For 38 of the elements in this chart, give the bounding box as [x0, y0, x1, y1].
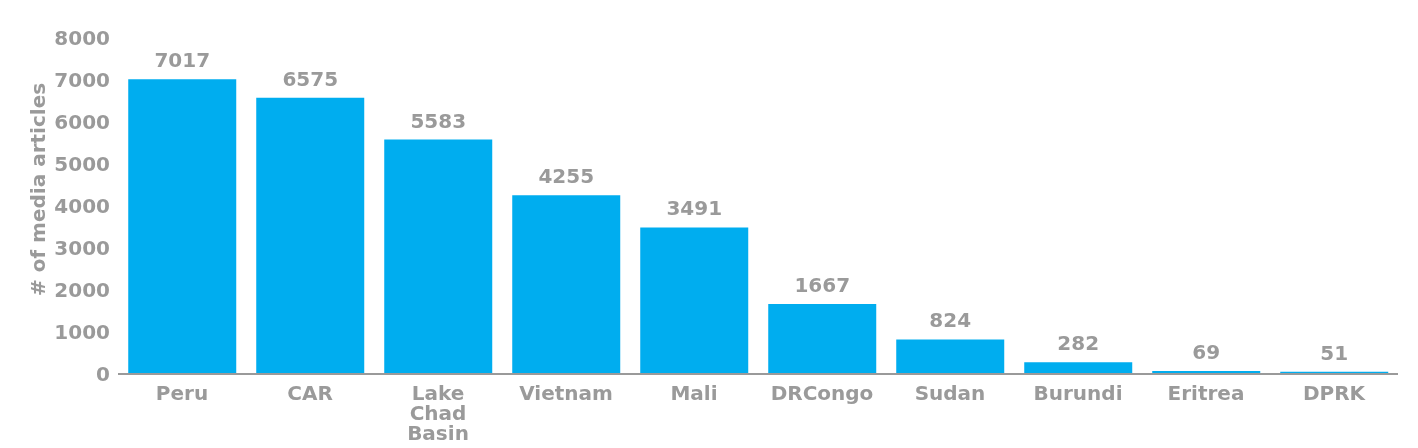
x-tick-label: DRCongo: [770, 381, 874, 405]
data-label: 5583: [410, 108, 467, 133]
bar: [256, 97, 365, 374]
bar: [128, 79, 237, 374]
bar: [896, 339, 1005, 374]
x-tick-label: Burundi: [1033, 381, 1123, 405]
bar: [1024, 362, 1133, 374]
y-axis-title: # of media articles: [26, 82, 51, 296]
data-label: 51: [1320, 340, 1349, 365]
x-tick-label: Lake Chad Basin: [407, 381, 469, 445]
x-tick-label: DPRK: [1302, 381, 1367, 405]
data-label: 1667: [794, 272, 851, 297]
data-label: 824: [929, 308, 972, 333]
y-tick-label: 1000: [54, 320, 110, 345]
x-tick-label: Vietnam: [519, 381, 613, 405]
x-tick-label: Peru: [155, 381, 209, 405]
bar: [768, 303, 877, 374]
data-label: 282: [1057, 331, 1100, 356]
data-label: 69: [1192, 340, 1221, 365]
data-label: 3491: [666, 196, 723, 221]
data-label: 6575: [282, 66, 339, 91]
y-tick-label: 5000: [54, 152, 110, 177]
y-tick-label: 0: [96, 362, 110, 387]
y-tick-label: 3000: [54, 236, 110, 261]
x-tick-label: Mali: [670, 381, 718, 405]
bar: [640, 227, 749, 374]
bar: [384, 139, 493, 374]
x-tick-label: Sudan: [914, 381, 986, 405]
bar: [512, 195, 621, 374]
data-label: 4255: [538, 164, 595, 189]
y-tick-label: 4000: [54, 194, 110, 219]
y-tick-label: 7000: [54, 68, 110, 93]
y-tick-label: 6000: [54, 110, 110, 135]
y-tick-label: 8000: [54, 26, 110, 51]
x-tick-label: Eritrea: [1167, 381, 1245, 405]
data-label: 7017: [154, 48, 211, 73]
y-tick-label: 2000: [54, 278, 110, 303]
x-tick-label: CAR: [287, 381, 333, 405]
